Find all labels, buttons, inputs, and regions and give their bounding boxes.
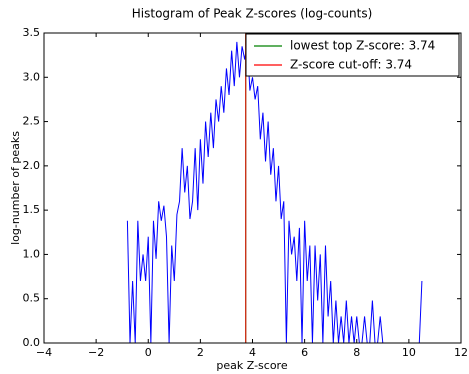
y-tick-label: 3.5 <box>23 26 41 39</box>
x-axis-label: peak Z-score <box>216 359 287 372</box>
x-tick-label: 12 <box>454 346 468 359</box>
legend-label: lowest top Z-score: 3.74 <box>290 39 435 53</box>
y-tick-label: 0.0 <box>23 336 41 349</box>
x-tick-label: 0 <box>145 346 152 359</box>
y-tick-label: 0.5 <box>23 292 41 305</box>
x-tick-label: 4 <box>249 346 256 359</box>
y-axis-label: log-number of peaks <box>9 131 22 245</box>
y-tick-label: 3.0 <box>23 70 41 83</box>
plot-frame <box>43 32 462 344</box>
y-tick-label: 2.5 <box>23 115 41 128</box>
x-tick-label: 10 <box>402 346 416 359</box>
y-tick-label: 1.0 <box>23 247 41 260</box>
x-tick-label: −2 <box>88 346 104 359</box>
chart-title: Histogram of Peak Z-scores (log-counts) <box>132 7 373 21</box>
x-tick-label: −4 <box>36 346 52 359</box>
x-tick-label: 8 <box>353 346 360 359</box>
x-tick-label: 6 <box>301 346 308 359</box>
y-tick-label: 1.5 <box>23 203 41 216</box>
legend-box <box>245 33 460 77</box>
data-line <box>126 41 423 344</box>
x-tick-label: 2 <box>197 346 204 359</box>
y-tick-label: 2.0 <box>23 159 41 172</box>
legend-label: Z-score cut-off: 3.74 <box>290 58 412 72</box>
